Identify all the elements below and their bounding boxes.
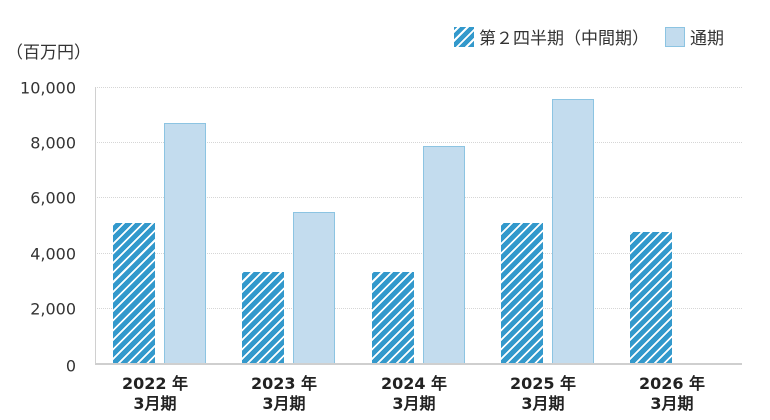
- bar-h1: [113, 223, 155, 364]
- x-label-period: 3月期: [133, 394, 177, 413]
- bar-full-year: [422, 146, 465, 364]
- gridline: [97, 142, 742, 143]
- legend-label-full-year: 通期: [690, 29, 724, 49]
- gridline: [97, 308, 742, 309]
- x-label-2024: 2024 年 3月期: [354, 374, 474, 414]
- y-tick-6000: 6,000: [30, 188, 76, 208]
- gridline: [97, 87, 742, 88]
- x-label-2025: 2025 年 3月期: [483, 374, 603, 414]
- legend-item-h1: 第２四半期（中間期）: [454, 24, 649, 49]
- x-label-period: 3月期: [392, 394, 436, 413]
- y-tick-8000: 8,000: [30, 133, 76, 153]
- x-label-year: 2023 年: [250, 374, 318, 393]
- gridline: [97, 197, 742, 198]
- y-axis-unit-label: （百万円）: [6, 43, 91, 63]
- bar-h1: [500, 223, 543, 364]
- bar-full-year: [551, 98, 594, 364]
- x-label-period: 3月期: [650, 394, 694, 413]
- x-label-period: 3月期: [521, 394, 565, 413]
- x-axis-line: [95, 363, 742, 365]
- x-label-year: 2025 年: [509, 374, 577, 393]
- x-label-2026: 2026 年 3月期: [612, 374, 732, 414]
- x-label-period: 3月期: [262, 394, 306, 413]
- bar-h1: [630, 231, 673, 364]
- x-label-year: 2024 年: [380, 374, 448, 393]
- y-tick-0: 0: [65, 356, 76, 376]
- bar-h1: [242, 272, 285, 364]
- gridline: [97, 253, 742, 254]
- bar-full-year: [293, 211, 336, 364]
- legend-label-h1: 第２四半期（中間期）: [479, 29, 649, 49]
- y-tick-2000: 2,000: [30, 299, 76, 319]
- bar-h1: [371, 272, 414, 364]
- y-axis-line: [95, 87, 96, 364]
- chart-legend: 第２四半期（中間期） 通期: [454, 24, 740, 49]
- y-tick-10000: 10,000: [20, 78, 76, 98]
- x-label-2023: 2023 年 3月期: [224, 374, 344, 414]
- x-label-year: 2026 年: [638, 374, 706, 393]
- y-tick-4000: 4,000: [30, 244, 76, 264]
- x-label-year: 2022 年: [121, 374, 189, 393]
- legend-item-full-year: 通期: [665, 24, 724, 49]
- legend-swatch-full-year: [665, 26, 685, 47]
- bar-full-year: [164, 123, 206, 364]
- x-label-2022: 2022 年 3月期: [95, 374, 215, 414]
- legend-swatch-h1: [454, 26, 474, 47]
